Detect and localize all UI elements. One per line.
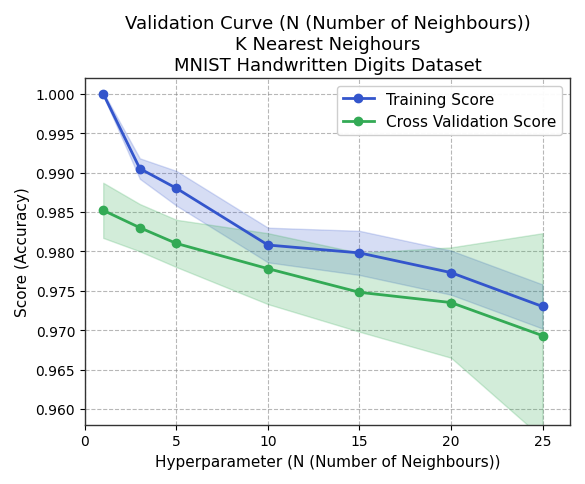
Line: Training Score: Training Score <box>99 91 547 311</box>
Cross Validation Score <box>264 266 271 272</box>
Training Score <box>173 186 180 192</box>
Cross Validation Score <box>99 208 106 214</box>
Training Score <box>136 166 143 172</box>
Training Score <box>356 251 363 257</box>
Legend: Training Score, Cross Validation Score: Training Score, Cross Validation Score <box>337 86 562 136</box>
Training Score <box>448 270 455 276</box>
Training Score <box>99 91 106 97</box>
Y-axis label: Score (Accuracy): Score (Accuracy) <box>15 187 30 317</box>
X-axis label: Hyperparameter (N (Number of Neighbours)): Hyperparameter (N (Number of Neighbours)… <box>154 454 500 469</box>
Cross Validation Score <box>448 300 455 306</box>
Cross Validation Score <box>539 333 546 339</box>
Line: Cross Validation Score: Cross Validation Score <box>99 207 547 340</box>
Title: Validation Curve (N (Number of Neighbours))
K Nearest Neighours
MNIST Handwritte: Validation Curve (N (Number of Neighbour… <box>125 15 531 75</box>
Training Score <box>264 242 271 248</box>
Cross Validation Score <box>356 290 363 296</box>
Cross Validation Score <box>136 226 143 231</box>
Cross Validation Score <box>173 241 180 247</box>
Training Score <box>539 304 546 310</box>
